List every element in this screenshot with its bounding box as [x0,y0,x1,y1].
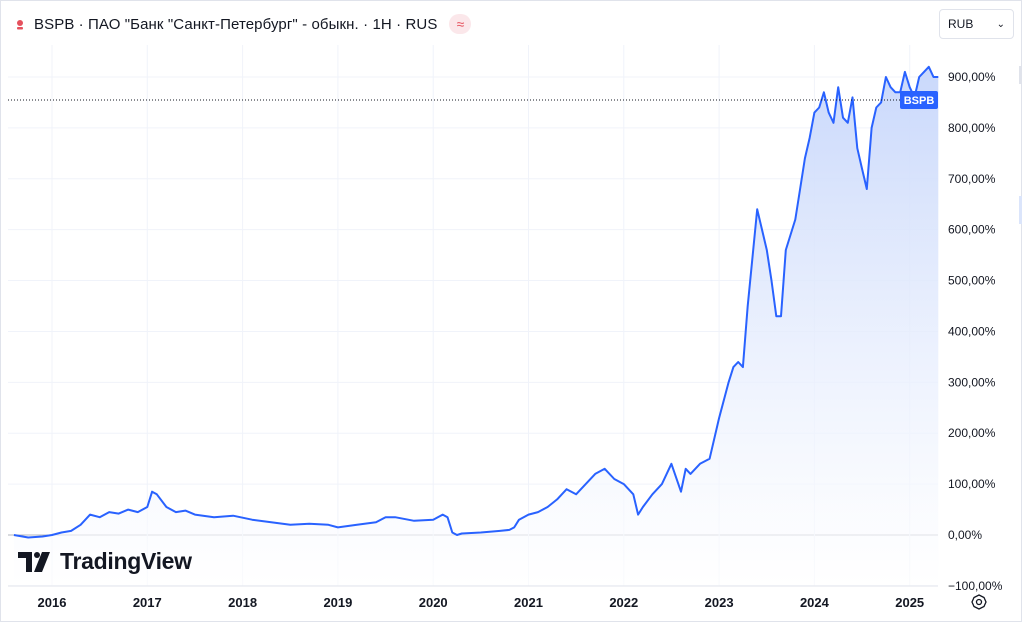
logo-text: TradingView [60,548,192,574]
series-line[interactable] [13,65,939,539]
chart-header: BSPB · ПАО "Банк "Санкт-Петербург" - обы… [14,13,472,35]
right-edge-scrollbar-lower[interactable] [1019,196,1022,224]
x-tick-label: 2022 [609,595,638,610]
x-tick-label: 2016 [38,595,67,610]
currency-select[interactable]: RUB ⌄ [939,9,1014,39]
y-tick-label: 700,00% [948,172,996,186]
y-tick-label: 0,00% [948,528,982,542]
last-price-label-text: BSPB [904,95,935,107]
right-edge-scrollbar[interactable] [1019,66,1022,84]
last-price-label: BSPB [900,91,938,109]
tradingview-logo[interactable]: TradingView [18,548,192,575]
approx-wave-icon[interactable]: ≈ [449,14,472,34]
currency-value: RUB [948,17,974,31]
tradingview-logo-icon [18,551,50,572]
y-tick-label: 900,00% [948,70,996,84]
y-tick-label: 600,00% [948,223,996,237]
x-tick-label: 2017 [133,595,162,610]
x-tick-label: 2025 [895,595,924,610]
settings-gear-button[interactable] [968,591,990,613]
x-tick-label: 2018 [228,595,257,610]
red-pin-icon [14,18,26,30]
y-axis[interactable]: 900,00% 800,00% 700,00% 600,00% 500,00% 400,0… [948,70,1003,593]
x-axis[interactable]: 2016 2017 2018 2019 2020 2021 2022 2023 2024 2025 [38,595,925,610]
x-tick-label: 2019 [323,595,352,610]
x-tick-label: 2021 [514,595,543,610]
chevron-down-icon: ⌄ [996,18,1005,30]
y-tick-label: −100,00% [948,579,1003,593]
gear-icon [971,594,987,610]
y-tick-label: 400,00% [948,324,996,338]
x-tick-label: 2020 [419,595,448,610]
x-tick-label: 2024 [800,595,830,610]
y-tick-label: 200,00% [948,426,996,440]
y-tick-label: 500,00% [948,274,996,288]
y-tick-label: 800,00% [948,121,996,135]
x-tick-label: 2023 [705,595,734,610]
symbol-title[interactable]: BSPB · ПАО "Банк "Санкт-Петербург" - обы… [34,15,438,33]
y-tick-label: 100,00% [948,477,996,491]
y-tick-label: 300,00% [948,375,996,389]
series-area [13,66,939,586]
